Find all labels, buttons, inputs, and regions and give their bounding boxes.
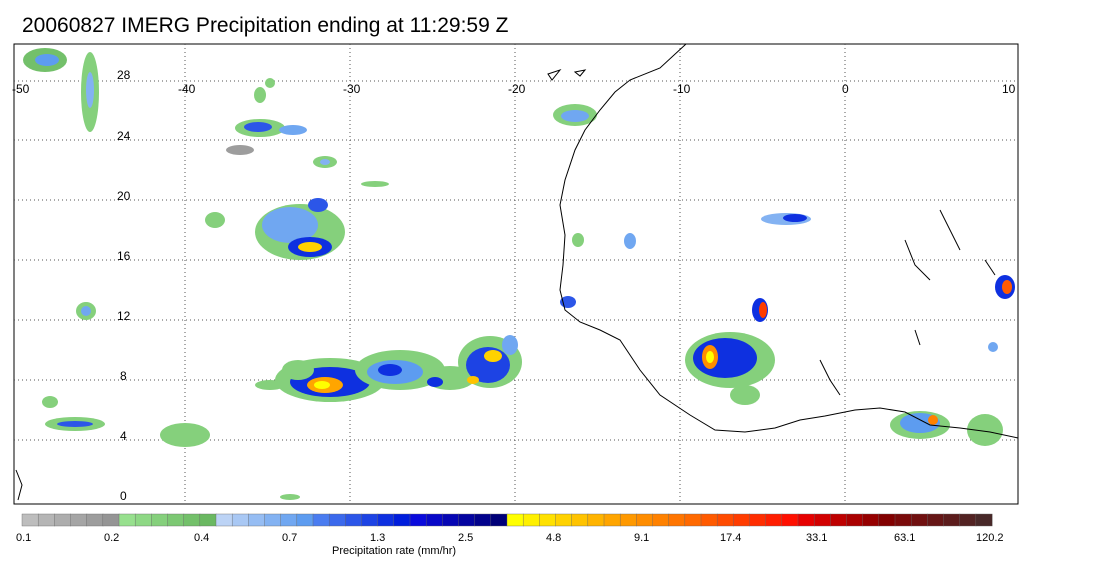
lat-label-24: 24 bbox=[117, 129, 131, 143]
colorbar-swatch bbox=[474, 513, 492, 527]
lon-label-0: 0 bbox=[842, 82, 849, 96]
colorbar-swatch bbox=[425, 513, 443, 527]
colorbar-swatch bbox=[830, 513, 848, 527]
lat-label-8: 8 bbox=[120, 369, 127, 383]
colorbar-swatch bbox=[539, 513, 557, 527]
cb-tick-2.5: 2.5 bbox=[458, 532, 473, 544]
colorbar-swatch bbox=[749, 513, 767, 527]
colorbar-swatch bbox=[118, 513, 136, 527]
colorbar-swatch bbox=[862, 513, 880, 527]
coastline bbox=[15, 43, 1019, 501]
colorbar-swatch bbox=[959, 513, 977, 527]
colorbar-swatch bbox=[183, 513, 201, 527]
cb-tick-9.1: 9.1 bbox=[634, 532, 649, 544]
colorbar-swatch bbox=[781, 513, 799, 527]
colorbar-swatch bbox=[506, 513, 524, 527]
colorbar-swatch bbox=[21, 513, 39, 527]
cb-tick-1.3: 1.3 bbox=[370, 532, 385, 544]
cb-tick-0.1: 0.1 bbox=[16, 532, 31, 544]
colorbar-swatch bbox=[345, 513, 362, 527]
cb-tick-0.2: 0.2 bbox=[104, 532, 119, 544]
cb-tick-33.1: 33.1 bbox=[806, 532, 827, 544]
colorbar-swatch bbox=[458, 513, 476, 527]
colorbar-swatch bbox=[587, 513, 605, 527]
lat-label-28: 28 bbox=[117, 68, 131, 82]
colorbar-swatch bbox=[603, 513, 621, 527]
colorbar-swatch bbox=[846, 513, 864, 527]
lat-label-0: 0 bbox=[120, 489, 127, 503]
cb-tick-120.2: 120.2 bbox=[976, 532, 1004, 544]
cb-tick-63.1: 63.1 bbox=[894, 532, 915, 544]
colorbar-swatch bbox=[328, 513, 346, 527]
colorbar-swatch bbox=[684, 513, 702, 527]
colorbar-swatch bbox=[668, 513, 686, 527]
colorbar-swatch bbox=[86, 513, 104, 527]
colorbar-swatch bbox=[943, 513, 961, 527]
colorbar-title: Precipitation rate (mm/hr) bbox=[332, 545, 456, 557]
colorbar-swatch bbox=[134, 513, 152, 527]
colorbar-swatch bbox=[571, 513, 589, 527]
colorbar-swatch bbox=[264, 513, 282, 527]
cb-tick-0.4: 0.4 bbox=[194, 532, 209, 544]
colorbar-swatch bbox=[652, 513, 670, 527]
lat-label-16: 16 bbox=[117, 249, 131, 263]
colorbar-swatch bbox=[555, 513, 573, 527]
colorbar-swatch bbox=[490, 513, 508, 527]
colorbar-swatch bbox=[442, 513, 459, 527]
lon-label-m50: -50 bbox=[12, 82, 30, 96]
colorbar bbox=[21, 513, 993, 527]
colorbar-swatch bbox=[296, 513, 314, 527]
lon-label-m20: -20 bbox=[508, 82, 526, 96]
colorbar-swatch bbox=[878, 513, 896, 527]
gridlines bbox=[14, 44, 1018, 504]
colorbar-swatch bbox=[37, 513, 55, 527]
colorbar-swatch bbox=[409, 513, 427, 527]
lon-label-m40: -40 bbox=[178, 82, 196, 96]
colorbar-swatch bbox=[393, 513, 411, 527]
colorbar-swatch bbox=[716, 513, 734, 527]
cb-tick-0.7: 0.7 bbox=[282, 532, 297, 544]
lat-label-20: 20 bbox=[117, 189, 131, 203]
colorbar-swatch bbox=[733, 513, 751, 527]
colorbar-swatch bbox=[377, 513, 395, 527]
map-title: 20060827 IMERG Precipitation ending at 1… bbox=[22, 14, 509, 37]
colorbar-swatch bbox=[312, 513, 330, 527]
colorbar-swatch bbox=[700, 513, 718, 527]
colorbar-swatch bbox=[54, 513, 72, 527]
lon-label-m30: -30 bbox=[343, 82, 361, 96]
colorbar-swatch bbox=[151, 513, 169, 527]
lat-label-4: 4 bbox=[120, 429, 127, 443]
colorbar-swatch bbox=[522, 513, 540, 527]
colorbar-swatch bbox=[765, 513, 783, 527]
lon-label-10: 10 bbox=[1002, 82, 1016, 96]
colorbar-swatch bbox=[813, 513, 831, 527]
colorbar-swatch bbox=[280, 513, 298, 527]
colorbar-swatch bbox=[894, 513, 912, 527]
colorbar-swatch bbox=[231, 513, 249, 527]
colorbar-swatch bbox=[167, 513, 185, 527]
colorbar-swatch bbox=[248, 513, 266, 527]
colorbar-swatch bbox=[70, 513, 88, 527]
colorbar-swatch bbox=[975, 513, 993, 527]
cb-tick-17.4: 17.4 bbox=[720, 532, 741, 544]
cb-tick-4.8: 4.8 bbox=[546, 532, 561, 544]
precipitation-cells bbox=[23, 48, 1015, 500]
colorbar-swatch bbox=[215, 513, 233, 527]
colorbar-swatch bbox=[636, 513, 654, 527]
lon-label-m10: -10 bbox=[673, 82, 691, 96]
lat-label-12: 12 bbox=[117, 309, 131, 323]
colorbar-swatch bbox=[927, 513, 945, 527]
colorbar-swatch bbox=[102, 513, 120, 527]
colorbar-swatch bbox=[361, 513, 379, 527]
colorbar-swatch bbox=[797, 513, 815, 527]
colorbar-swatch bbox=[619, 513, 637, 527]
colorbar-swatch bbox=[199, 513, 217, 527]
colorbar-swatch bbox=[910, 513, 928, 527]
